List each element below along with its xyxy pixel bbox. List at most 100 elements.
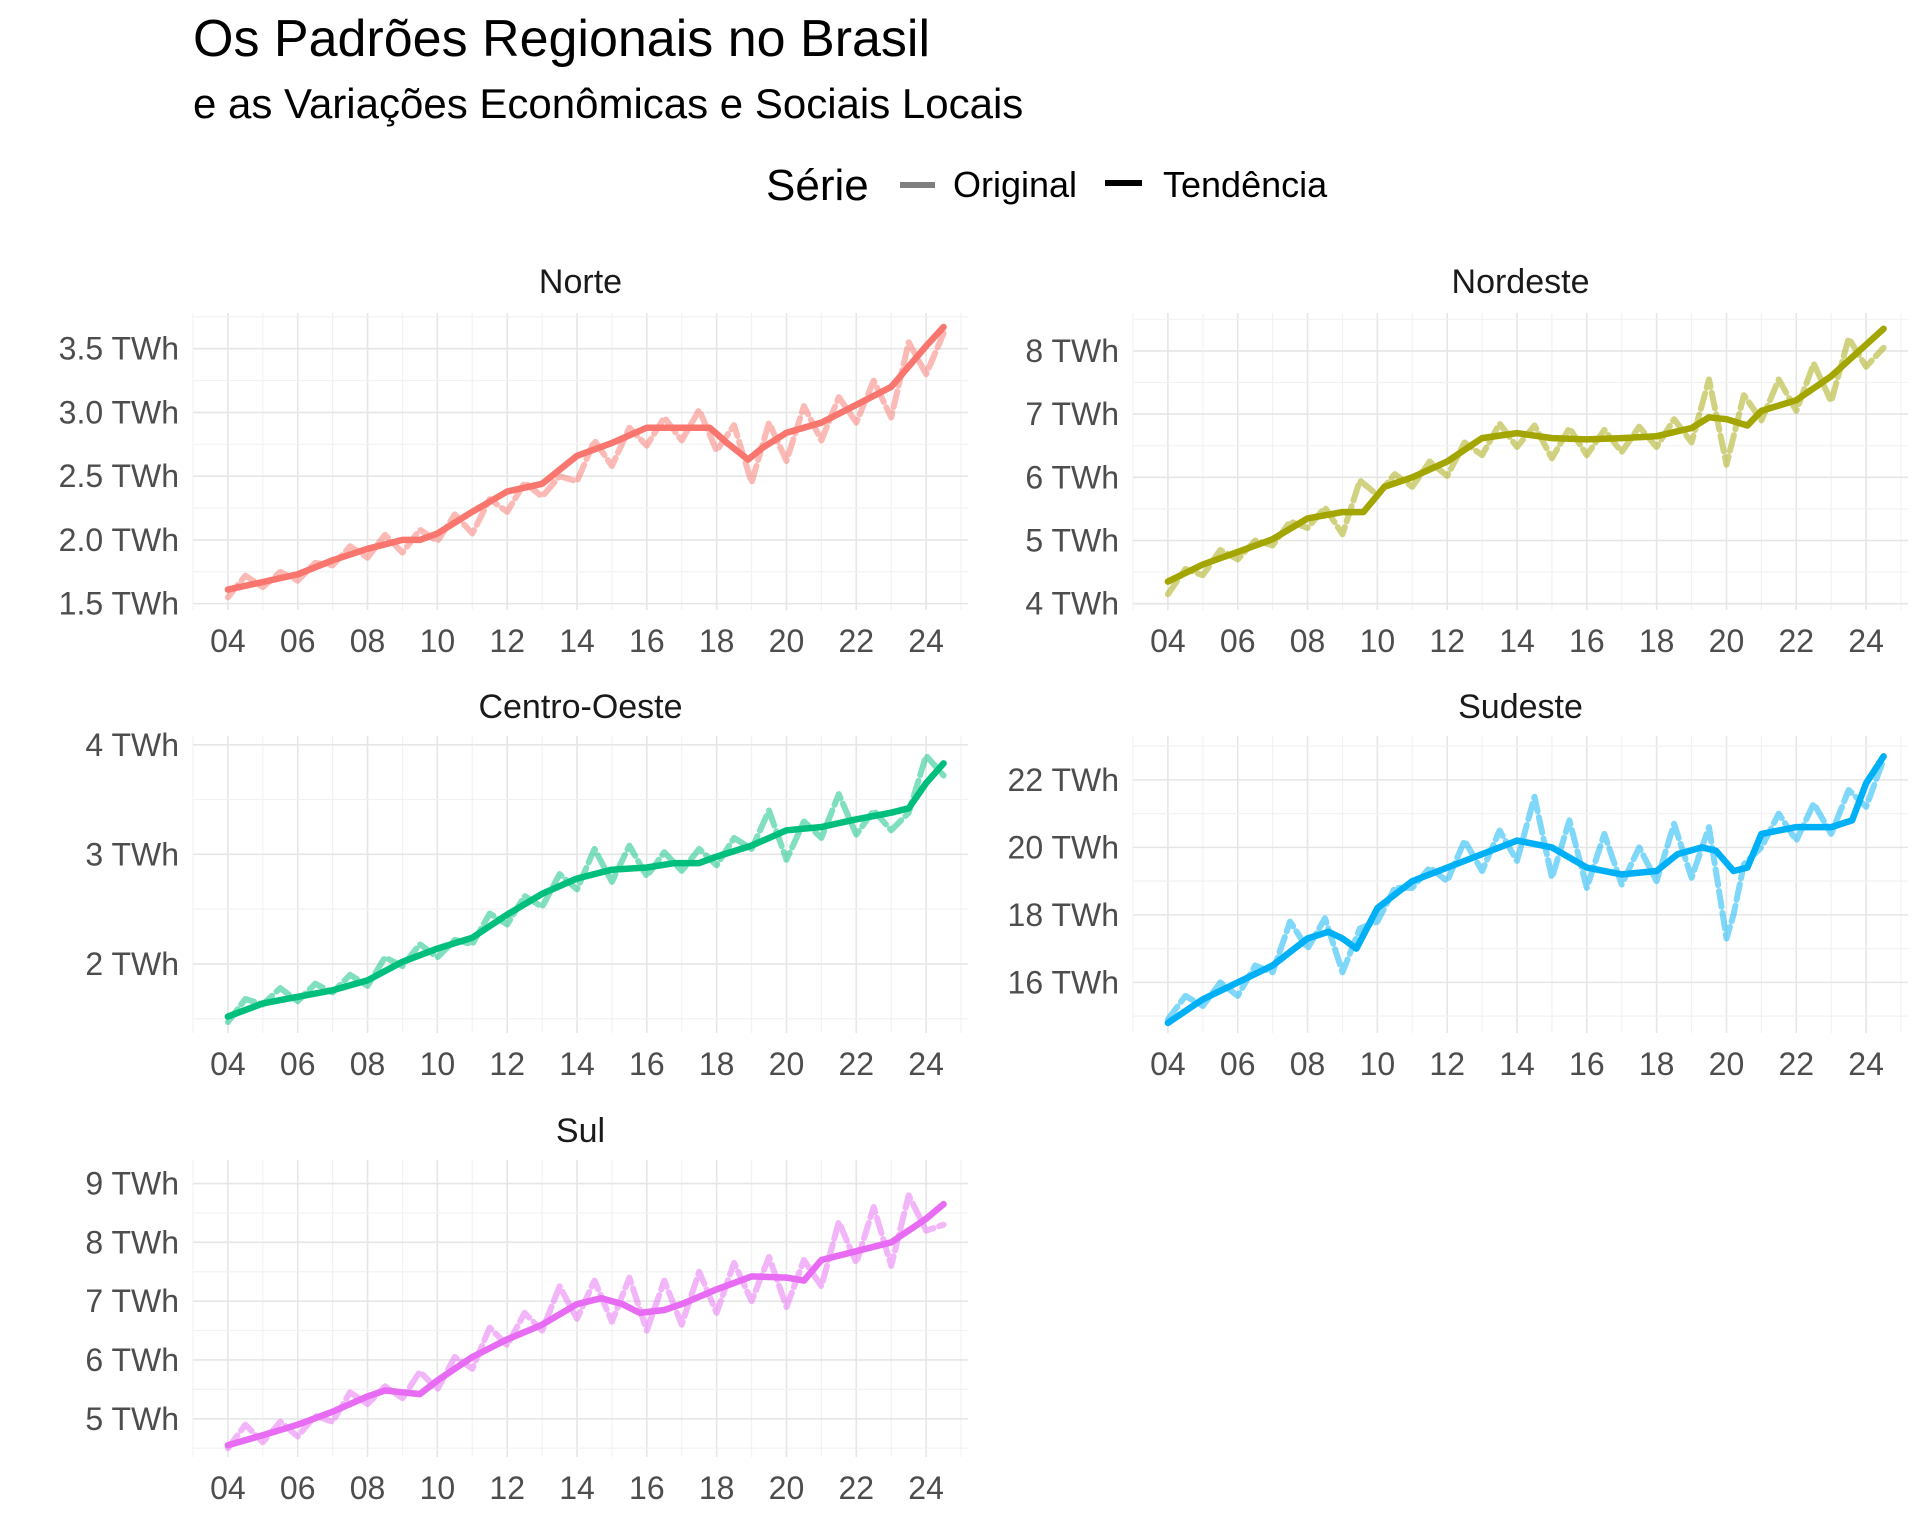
x-tick-label: 22 (838, 623, 874, 659)
x-tick-label: 06 (280, 1470, 316, 1506)
y-tick-label: 8 TWh (1025, 333, 1119, 369)
y-tick-label: 7 TWh (85, 1283, 179, 1319)
x-tick-label: 06 (1220, 1046, 1256, 1082)
x-tick-label: 08 (350, 623, 386, 659)
legend-label-trend: Tendência (1163, 164, 1328, 205)
series-line-tendencia (224, 760, 947, 1020)
x-tick-label: 16 (629, 1046, 665, 1082)
x-tick-label: 12 (489, 1046, 525, 1082)
x-tick-label: 16 (629, 1470, 665, 1506)
x-tick-label: 14 (1499, 1046, 1535, 1082)
x-tick-label: 14 (559, 1046, 595, 1082)
x-tick-label: 22 (838, 1046, 874, 1082)
x-tick-label: 04 (1150, 623, 1186, 659)
x-tick-label: 16 (1569, 1046, 1605, 1082)
x-tick-label: 04 (210, 1046, 246, 1082)
y-tick-label: 7 TWh (1025, 396, 1119, 432)
y-tick-label: 2.5 TWh (59, 458, 179, 494)
x-tick-label: 14 (559, 1470, 595, 1506)
x-tick-label: 08 (350, 1470, 386, 1506)
y-tick-label: 8 TWh (85, 1224, 179, 1260)
facet-title: Nordeste (1452, 263, 1590, 301)
y-tick-label: 6 TWh (85, 1342, 179, 1378)
series-line-tendencia (1164, 325, 1887, 585)
x-tick-label: 24 (908, 623, 944, 659)
x-tick-label: 18 (1639, 623, 1675, 659)
series-line-original (224, 330, 947, 601)
x-tick-label: 22 (1778, 1046, 1814, 1082)
x-tick-label: 14 (1499, 623, 1535, 659)
x-tick-label: 10 (420, 1046, 456, 1082)
y-tick-label: 9 TWh (85, 1166, 179, 1202)
x-tick-label: 04 (210, 1470, 246, 1506)
y-tick-label: 5 TWh (85, 1401, 179, 1437)
x-tick-label: 18 (699, 623, 735, 659)
x-tick-label: 12 (1429, 1046, 1465, 1082)
x-tick-label: 06 (1220, 623, 1256, 659)
x-tick-label: 04 (1150, 1046, 1186, 1082)
x-tick-label: 10 (1360, 623, 1396, 659)
y-tick-label: 18 TWh (1008, 897, 1119, 933)
x-tick-label: 20 (769, 1046, 805, 1082)
x-tick-label: 12 (489, 1470, 525, 1506)
x-tick-label: 18 (699, 1046, 735, 1082)
y-tick-label: 3.0 TWh (59, 394, 179, 430)
y-tick-label: 6 TWh (1025, 459, 1119, 495)
facet-title: Norte (539, 263, 622, 301)
x-tick-label: 10 (420, 623, 456, 659)
facet-panels: Norte 04 06 08 10 12 14 16 18 20 22 24 1.5 TWh 2.0 TW… (59, 263, 1908, 1506)
x-tick-label: 18 (1639, 1046, 1675, 1082)
y-tick-label: 3.5 TWh (59, 331, 179, 367)
x-tick-label: 20 (1709, 623, 1745, 659)
y-tick-label: 1.5 TWh (59, 586, 179, 622)
facet-title: Sul (556, 1112, 605, 1150)
facet-panel-sul: Sul 04 06 08 10 12 14 16 18 20 22 24 5 TWh 6 TWh 7 TWh… (85, 1112, 968, 1506)
facet-panel-nordeste: Nordeste 04 06 08 10 12 14 16 18 20 22 24 4 TWh 5 TWh… (1025, 263, 1908, 659)
x-tick-label: 22 (1778, 623, 1814, 659)
x-tick-label: 24 (1848, 1046, 1884, 1082)
chart-title: Os Padrões Regionais no Brasil (193, 10, 930, 68)
legend-label-original: Original (953, 164, 1077, 205)
x-tick-label: 20 (1709, 1046, 1745, 1082)
x-tick-label: 12 (1429, 623, 1465, 659)
y-tick-label: 4 TWh (85, 727, 179, 763)
x-tick-label: 24 (1848, 623, 1884, 659)
legend: Série Original Tendência (766, 161, 1328, 210)
y-tick-label: 20 TWh (1008, 829, 1119, 865)
x-tick-label: 08 (1290, 623, 1326, 659)
series-line-tendencia (224, 323, 947, 593)
x-tick-label: 24 (908, 1046, 944, 1082)
y-tick-label: 2.0 TWh (59, 522, 179, 558)
y-tick-label: 5 TWh (1025, 522, 1119, 558)
y-tick-label: 22 TWh (1008, 762, 1119, 798)
x-tick-label: 20 (769, 623, 805, 659)
series-line-tendencia (1164, 753, 1887, 1027)
y-tick-label: 3 TWh (85, 836, 179, 872)
series-line-tendencia (224, 1200, 947, 1449)
facet-panel-centro-oeste: Centro-Oeste 04 06 08 10 12 14 16 18 20 22 24 2 TWh 3… (85, 688, 968, 1082)
x-tick-label: 10 (420, 1470, 456, 1506)
facet-panel-norte: Norte 04 06 08 10 12 14 16 18 20 22 24 1.5 TWh 2.0 TW… (59, 263, 968, 659)
x-tick-label: 22 (838, 1470, 874, 1506)
x-tick-label: 10 (1360, 1046, 1396, 1082)
x-tick-label: 08 (1290, 1046, 1326, 1082)
y-tick-label: 4 TWh (1025, 586, 1119, 622)
facet-title: Sudeste (1458, 688, 1583, 726)
x-tick-label: 12 (489, 623, 525, 659)
chart-subtitle: e as Variações Econômicas e Sociais Loca… (193, 80, 1023, 127)
x-tick-label: 16 (1569, 623, 1605, 659)
y-tick-label: 16 TWh (1008, 964, 1119, 1000)
series-line-original (1164, 335, 1887, 598)
facet-title: Centro-Oeste (478, 688, 682, 726)
x-tick-label: 20 (769, 1470, 805, 1506)
y-tick-label: 2 TWh (85, 946, 179, 982)
legend-title: Série (766, 161, 869, 210)
x-tick-label: 18 (699, 1470, 735, 1506)
series-line-original (224, 752, 947, 1025)
facet-panel-sudeste: Sudeste 04 06 08 10 12 14 16 18 20 22 24 16 TWh 18 TW… (1008, 688, 1908, 1082)
x-tick-label: 04 (210, 623, 246, 659)
x-tick-label: 06 (280, 1046, 316, 1082)
series-line-original (1164, 756, 1887, 1023)
